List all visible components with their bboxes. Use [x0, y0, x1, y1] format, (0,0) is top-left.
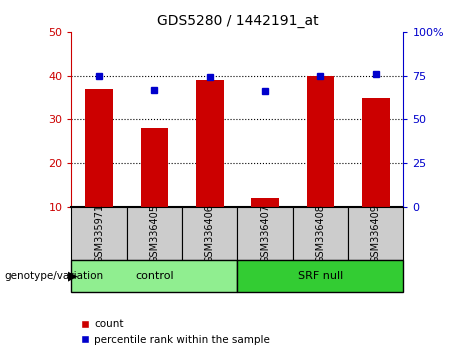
Text: control: control [135, 271, 174, 281]
Bar [71, 260, 237, 292]
Text: GSM336408: GSM336408 [315, 204, 325, 263]
Bar [196, 80, 224, 207]
Bar [251, 198, 279, 207]
Text: genotype/variation: genotype/variation [5, 271, 104, 281]
Text: GSM335971: GSM335971 [94, 204, 104, 263]
Legend: count, percentile rank within the sample: count, percentile rank within the sample [77, 315, 274, 349]
Bar [307, 76, 334, 207]
Bar [182, 207, 237, 260]
Bar [348, 207, 403, 260]
Bar [141, 128, 168, 207]
Text: GSM336405: GSM336405 [149, 204, 160, 263]
Text: GSM336409: GSM336409 [371, 204, 381, 263]
Text: ▶: ▶ [68, 270, 78, 282]
Bar [71, 207, 127, 260]
Text: GSM336406: GSM336406 [205, 204, 215, 263]
Bar [293, 207, 348, 260]
Title: GDS5280 / 1442191_at: GDS5280 / 1442191_at [157, 14, 318, 28]
Bar [237, 207, 293, 260]
Text: SRF null: SRF null [298, 271, 343, 281]
Bar [127, 207, 182, 260]
Bar [362, 98, 390, 207]
Bar [237, 260, 403, 292]
Text: GSM336407: GSM336407 [260, 204, 270, 263]
Bar [85, 89, 113, 207]
